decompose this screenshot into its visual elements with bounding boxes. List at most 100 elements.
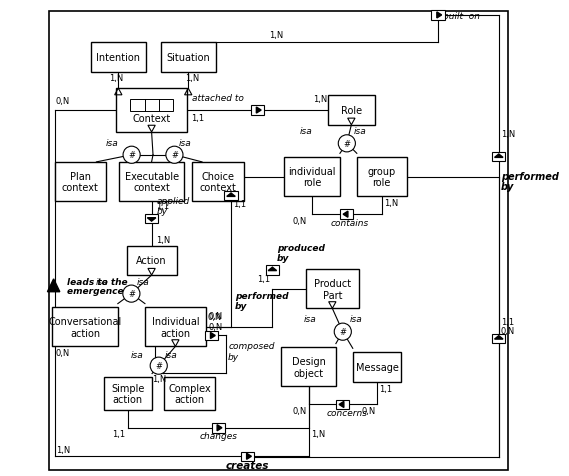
Text: 0,N: 0,N — [361, 406, 376, 415]
Text: individual
role: individual role — [288, 167, 336, 188]
Text: Design
object: Design object — [291, 357, 325, 378]
Text: isa: isa — [164, 350, 177, 359]
Text: 1,1: 1,1 — [156, 202, 170, 210]
FancyBboxPatch shape — [127, 246, 176, 276]
FancyBboxPatch shape — [281, 347, 336, 387]
Text: 0,N: 0,N — [501, 326, 515, 335]
Text: by: by — [501, 181, 514, 191]
Text: #: # — [171, 151, 178, 160]
Text: #: # — [128, 151, 135, 160]
Text: 1,1: 1,1 — [233, 200, 246, 208]
Text: concerns: concerns — [327, 408, 368, 417]
Text: 1,N: 1,N — [56, 445, 70, 454]
FancyBboxPatch shape — [145, 308, 206, 347]
Text: Intention: Intention — [96, 53, 141, 63]
FancyBboxPatch shape — [328, 96, 374, 126]
Text: 1,N: 1,N — [501, 130, 515, 139]
Text: #: # — [155, 361, 162, 370]
Text: isa: isa — [179, 139, 192, 148]
Circle shape — [339, 136, 356, 153]
FancyBboxPatch shape — [119, 162, 184, 201]
Text: Simple
action: Simple action — [111, 383, 145, 405]
FancyBboxPatch shape — [52, 308, 118, 347]
Text: isa: isa — [105, 139, 118, 148]
FancyBboxPatch shape — [55, 162, 106, 201]
Text: 0,N: 0,N — [208, 312, 222, 321]
Text: 1,N: 1,N — [269, 31, 283, 40]
Polygon shape — [47, 279, 60, 292]
FancyBboxPatch shape — [224, 191, 238, 201]
FancyBboxPatch shape — [266, 266, 279, 275]
Text: Situation: Situation — [166, 53, 210, 63]
Polygon shape — [494, 155, 503, 158]
Text: isa: isa — [350, 315, 362, 324]
FancyBboxPatch shape — [284, 158, 340, 197]
FancyBboxPatch shape — [164, 377, 215, 410]
Text: #: # — [128, 289, 135, 298]
Text: performed: performed — [501, 172, 559, 182]
FancyBboxPatch shape — [145, 214, 158, 224]
Text: Choice
context: Choice context — [200, 171, 237, 193]
Polygon shape — [227, 194, 236, 197]
Text: composed: composed — [228, 342, 275, 351]
Text: built  on: built on — [443, 12, 480, 21]
Text: emergence of: emergence of — [67, 287, 137, 296]
Text: 1,N: 1,N — [156, 235, 171, 244]
Text: performed: performed — [235, 292, 288, 301]
Text: by: by — [228, 352, 240, 361]
Text: #: # — [339, 327, 347, 337]
Text: leads to the: leads to the — [67, 277, 127, 286]
Text: 0,N: 0,N — [293, 406, 307, 415]
Text: 0,N: 0,N — [208, 322, 222, 331]
Text: contains: contains — [330, 218, 368, 227]
Text: by: by — [277, 254, 290, 263]
FancyBboxPatch shape — [353, 352, 401, 382]
FancyBboxPatch shape — [104, 377, 152, 410]
Text: isa: isa — [131, 350, 144, 359]
Polygon shape — [339, 402, 344, 407]
Text: 0,N: 0,N — [207, 313, 221, 322]
Polygon shape — [246, 453, 251, 459]
FancyBboxPatch shape — [306, 270, 359, 309]
Text: produced: produced — [277, 243, 325, 252]
Circle shape — [150, 357, 167, 375]
Text: by: by — [156, 206, 167, 215]
Text: isa: isa — [137, 278, 150, 287]
Text: isa: isa — [354, 127, 366, 136]
Text: Action: Action — [137, 256, 167, 266]
Text: 0,N: 0,N — [56, 97, 70, 106]
Polygon shape — [147, 218, 156, 222]
Text: Context: Context — [133, 114, 171, 124]
Text: changes: changes — [199, 431, 237, 440]
Text: applied: applied — [156, 197, 189, 206]
FancyBboxPatch shape — [431, 11, 444, 20]
Text: Individual
action: Individual action — [151, 317, 199, 338]
Text: 1,1: 1,1 — [257, 275, 270, 284]
Text: isa: isa — [299, 127, 312, 136]
Text: Conversational
action: Conversational action — [48, 317, 122, 338]
Text: 1,1: 1,1 — [112, 429, 125, 438]
Text: Message: Message — [356, 362, 398, 372]
Text: 1,N: 1,N — [109, 74, 123, 83]
Circle shape — [123, 286, 140, 303]
Polygon shape — [268, 268, 277, 271]
Circle shape — [166, 147, 183, 164]
Text: group
role: group role — [368, 167, 396, 188]
Text: 1,N: 1,N — [152, 374, 166, 383]
Text: 1,N: 1,N — [313, 95, 327, 104]
FancyBboxPatch shape — [192, 162, 244, 201]
FancyBboxPatch shape — [357, 158, 407, 197]
Polygon shape — [211, 333, 215, 339]
Text: 1,1: 1,1 — [380, 384, 393, 393]
Polygon shape — [257, 108, 261, 114]
Text: isa: isa — [96, 278, 109, 287]
Text: isa: isa — [304, 315, 316, 324]
Text: Product
Part: Product Part — [314, 278, 351, 300]
FancyBboxPatch shape — [91, 43, 146, 72]
Text: attached to: attached to — [192, 93, 244, 102]
Text: 1,N: 1,N — [384, 198, 398, 207]
Text: creates: creates — [226, 460, 269, 470]
Circle shape — [123, 147, 140, 164]
FancyBboxPatch shape — [340, 210, 353, 219]
FancyBboxPatch shape — [130, 99, 173, 112]
